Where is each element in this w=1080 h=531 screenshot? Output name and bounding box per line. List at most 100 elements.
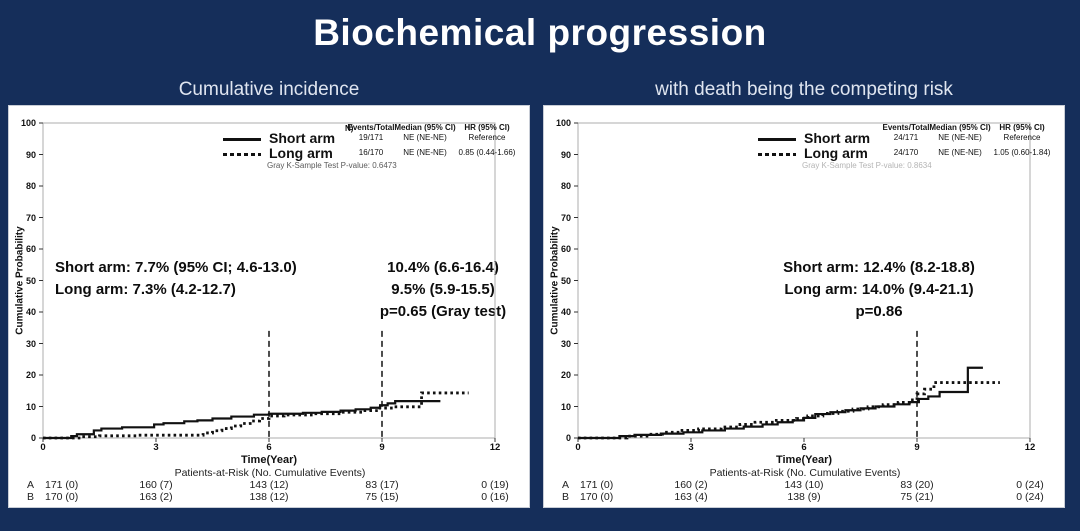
- competing-risk-chart-panel: Cumulative Probability Short arm Long ar…: [543, 105, 1065, 508]
- stats-value-cell: NE (NE-NE): [938, 148, 982, 157]
- long-arm-line-sample: [223, 153, 261, 156]
- annotation-short-arm-9yr: 10.4% (6.6-16.4): [387, 259, 499, 276]
- at-risk-value: 160 (7): [139, 479, 173, 491]
- stats-value-cell: NE (NE-NE): [403, 148, 447, 157]
- patients-at-risk-title: Patients-at-Risk (No. Cumulative Events): [174, 467, 366, 479]
- y-tick-label: 50: [560, 275, 571, 286]
- at-risk-value: 0 (24): [1016, 491, 1044, 503]
- y-tick-label: 20: [560, 370, 571, 380]
- right-panel-subtitle: with death being the competing risk: [655, 79, 953, 100]
- short-arm-curve: [578, 366, 983, 440]
- annotation-long-arm-9yr: Long arm: 14.0% (9.4-21.1): [784, 281, 974, 298]
- short-arm-curve: [43, 400, 441, 440]
- at-risk-value: 0 (16): [481, 491, 509, 503]
- stats-header-cell: Median (95% CI): [394, 123, 456, 132]
- y-tick-label: 70: [25, 212, 36, 223]
- y-tick-label: 80: [560, 181, 571, 191]
- long-arm-curve: [43, 391, 469, 440]
- x-tick-label: 3: [153, 442, 159, 453]
- at-risk-value: 171 (0): [45, 479, 79, 491]
- stats-value-cell: Reference: [1003, 133, 1041, 142]
- legend-short-arm-label: Short arm: [804, 130, 871, 146]
- stats-value-cell: 19/171: [358, 133, 384, 142]
- x-tick-label: 6: [266, 442, 272, 453]
- at-risk-row-label: B: [27, 491, 35, 503]
- legend-long-arm-label: Long arm: [269, 145, 333, 161]
- plot-area-border: [577, 122, 1031, 439]
- chart-canvas: [574, 122, 1031, 442]
- stats-value-cell: NE (NE-NE): [938, 133, 982, 142]
- at-risk-value: 0 (24): [1016, 479, 1044, 491]
- x-axis-label: Time(Year): [775, 454, 833, 466]
- x-tick-label: 12: [489, 442, 501, 453]
- at-risk-value: 163 (2): [139, 491, 173, 503]
- y-tick-label: 70: [560, 212, 571, 223]
- y-tick-label: 100: [555, 118, 571, 128]
- x-tick-label: 12: [1024, 442, 1036, 453]
- at-risk-value: 170 (0): [580, 491, 614, 503]
- at-risk-value: 138 (9): [787, 491, 821, 503]
- stats-value-cell: 1.05 (0.60-1.84): [993, 148, 1051, 157]
- at-risk-value: 143 (12): [249, 479, 289, 491]
- x-tick-label: 9: [379, 442, 385, 453]
- chart-canvas: [39, 122, 496, 442]
- stats-header-cell: Median (95% CI): [929, 123, 991, 132]
- x-tick-label: 0: [40, 442, 46, 453]
- at-risk-value: 83 (17): [365, 479, 399, 491]
- left-panel-subtitle: Cumulative incidence: [178, 79, 360, 100]
- at-risk-value: 0 (19): [481, 479, 509, 491]
- stats-header-cell: Events/Total: [882, 123, 930, 132]
- legend-long-arm-label: Long arm: [804, 145, 868, 161]
- stats-header-cell: HR (95% CI): [464, 123, 510, 132]
- y-tick-label: 0: [30, 433, 36, 443]
- long-arm-curve: [578, 381, 1000, 440]
- at-risk-row-label: B: [562, 491, 570, 503]
- annotation-short-arm-9yr: Short arm: 12.4% (8.2-18.8): [783, 259, 975, 276]
- y-tick-label: 80: [25, 181, 36, 191]
- annotation-short-arm-6yr: Short arm: 7.7% (95% CI; 4.6-13.0): [55, 259, 297, 276]
- gray-test-pvalue: Gray K-Sample Test P-value: 0.6473: [267, 161, 397, 170]
- y-tick-label: 90: [25, 149, 36, 160]
- gray-test-pvalue: Gray K-Sample Test P-value: 0.8634: [802, 161, 932, 170]
- patients-at-risk-title: Patients-at-Risk (No. Cumulative Events): [709, 467, 901, 479]
- at-risk-row-label: A: [27, 479, 35, 491]
- plot-area-border: [42, 122, 496, 439]
- stats-value-cell: NE (NE-NE): [403, 133, 447, 142]
- annotation-gray-test-pvalue: p=0.65 (Gray test): [379, 303, 507, 320]
- stats-header-cell: Events/Total: [347, 123, 395, 132]
- stats-header-remnant: N): [345, 124, 354, 133]
- y-tick-label: 40: [25, 307, 36, 317]
- stats-value-cell: 24/170: [893, 148, 919, 157]
- stats-value-cell: 24/171: [893, 133, 919, 142]
- y-tick-label: 30: [25, 338, 36, 349]
- page-title: Biochemical progression: [313, 12, 767, 53]
- at-risk-value: 75 (15): [365, 491, 399, 503]
- at-risk-value: 138 (12): [249, 491, 289, 503]
- x-tick-label: 6: [801, 442, 807, 453]
- at-risk-value: 75 (21): [900, 491, 934, 503]
- x-tick-label: 3: [688, 442, 694, 453]
- annotation-long-arm-9yr: 9.5% (5.9-15.5): [391, 281, 495, 298]
- at-risk-row-label: A: [562, 479, 570, 491]
- legend-short-arm-label: Short arm: [269, 130, 336, 146]
- annotation-gray-test-pvalue: p=0.86: [855, 303, 903, 320]
- y-tick-label: 60: [25, 244, 36, 254]
- y-tick-label: 0: [565, 433, 571, 443]
- at-risk-value: 163 (4): [674, 491, 708, 503]
- cumulative-incidence-chart-panel: Cumulative Probability Short arm Long ar…: [8, 105, 530, 508]
- stats-value-cell: 0.85 (0.44-1.66): [458, 148, 516, 157]
- y-tick-label: 20: [25, 370, 36, 380]
- short-arm-line-sample: [758, 138, 796, 141]
- y-tick-label: 30: [560, 338, 571, 349]
- y-tick-label: 90: [560, 149, 571, 160]
- stats-value-cell: 16/170: [358, 148, 384, 157]
- at-risk-value: 170 (0): [45, 491, 79, 503]
- at-risk-value: 83 (20): [900, 479, 934, 491]
- y-tick-label: 60: [560, 244, 571, 254]
- stats-value-cell: Reference: [468, 133, 506, 142]
- y-tick-label: 40: [560, 307, 571, 317]
- x-axis-label: Time(Year): [240, 454, 298, 466]
- annotation-long-arm-6yr: Long arm: 7.3% (4.2-12.7): [55, 281, 236, 298]
- at-risk-value: 143 (10): [784, 479, 824, 491]
- at-risk-value: 160 (2): [674, 479, 708, 491]
